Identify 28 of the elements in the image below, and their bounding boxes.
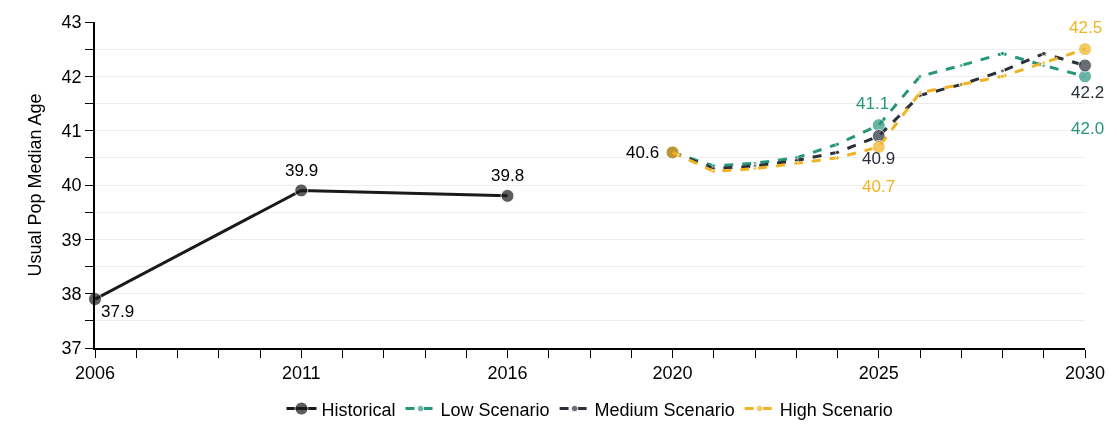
data-label: 42.5 — [1069, 18, 1103, 37]
legend-label: Historical — [321, 399, 396, 420]
y-tick-label: 37 — [61, 338, 82, 359]
y-tick-label: 41 — [61, 120, 82, 141]
x-tick-label: 2006 — [74, 363, 116, 384]
x-tick-label: 2030 — [1064, 363, 1106, 384]
data-label: 40.9 — [862, 149, 896, 168]
x-tick-label: 2025 — [858, 363, 899, 384]
y-tick-label: 43 — [61, 12, 82, 33]
data-label: 40.6 — [626, 143, 660, 162]
data-label: 39.9 — [285, 161, 319, 180]
x-tick-label: 2020 — [652, 363, 693, 384]
legend-label: Medium Scenario — [594, 399, 735, 420]
x-tick-label: 2016 — [487, 363, 528, 384]
y-tick-label: 38 — [61, 283, 82, 304]
data-label: 37.9 — [101, 302, 135, 321]
data-label: 42.2 — [1071, 83, 1105, 102]
legend-label: Low Scenario — [440, 399, 550, 420]
data-label: 40.7 — [862, 177, 896, 196]
y-tick-label: 40 — [61, 175, 82, 196]
x-tick-label: 2011 — [281, 363, 321, 384]
data-label: 39.8 — [491, 166, 525, 185]
legend-label: High Scenario — [779, 399, 893, 420]
y-tick-label: 39 — [61, 229, 82, 250]
y-tick-label: 42 — [61, 66, 82, 87]
data-label: 42.0 — [1071, 119, 1105, 138]
data-label: 41.1 — [856, 94, 890, 113]
y-axis-title: Usual Pop Median Age — [25, 93, 46, 277]
